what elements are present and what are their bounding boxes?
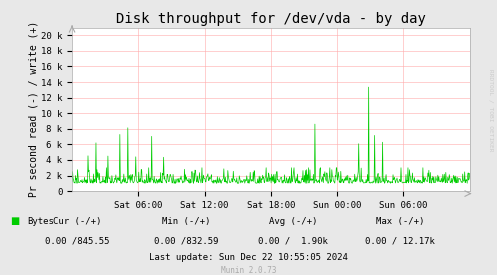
Text: 0.00 / 12.17k: 0.00 / 12.17k [365,236,435,245]
Text: 0.00 /  1.90k: 0.00 / 1.90k [258,236,328,245]
Text: Bytes: Bytes [27,217,54,226]
Text: Min (-/+): Min (-/+) [162,217,211,226]
Text: Cur (-/+): Cur (-/+) [53,217,101,226]
Text: Max (-/+): Max (-/+) [376,217,424,226]
Text: 0.00 /832.59: 0.00 /832.59 [154,236,219,245]
Text: 0.00 /845.55: 0.00 /845.55 [45,236,109,245]
Text: ■: ■ [10,216,19,226]
Y-axis label: Pr second read (-) / write (+): Pr second read (-) / write (+) [28,21,38,197]
Title: Disk throughput for /dev/vda - by day: Disk throughput for /dev/vda - by day [116,12,426,26]
Text: Munin 2.0.73: Munin 2.0.73 [221,266,276,275]
Text: RRDTOOL / TOBI OETIKER: RRDTOOL / TOBI OETIKER [489,69,494,151]
Text: Avg (-/+): Avg (-/+) [269,217,318,226]
Text: Last update: Sun Dec 22 10:55:05 2024: Last update: Sun Dec 22 10:55:05 2024 [149,253,348,262]
